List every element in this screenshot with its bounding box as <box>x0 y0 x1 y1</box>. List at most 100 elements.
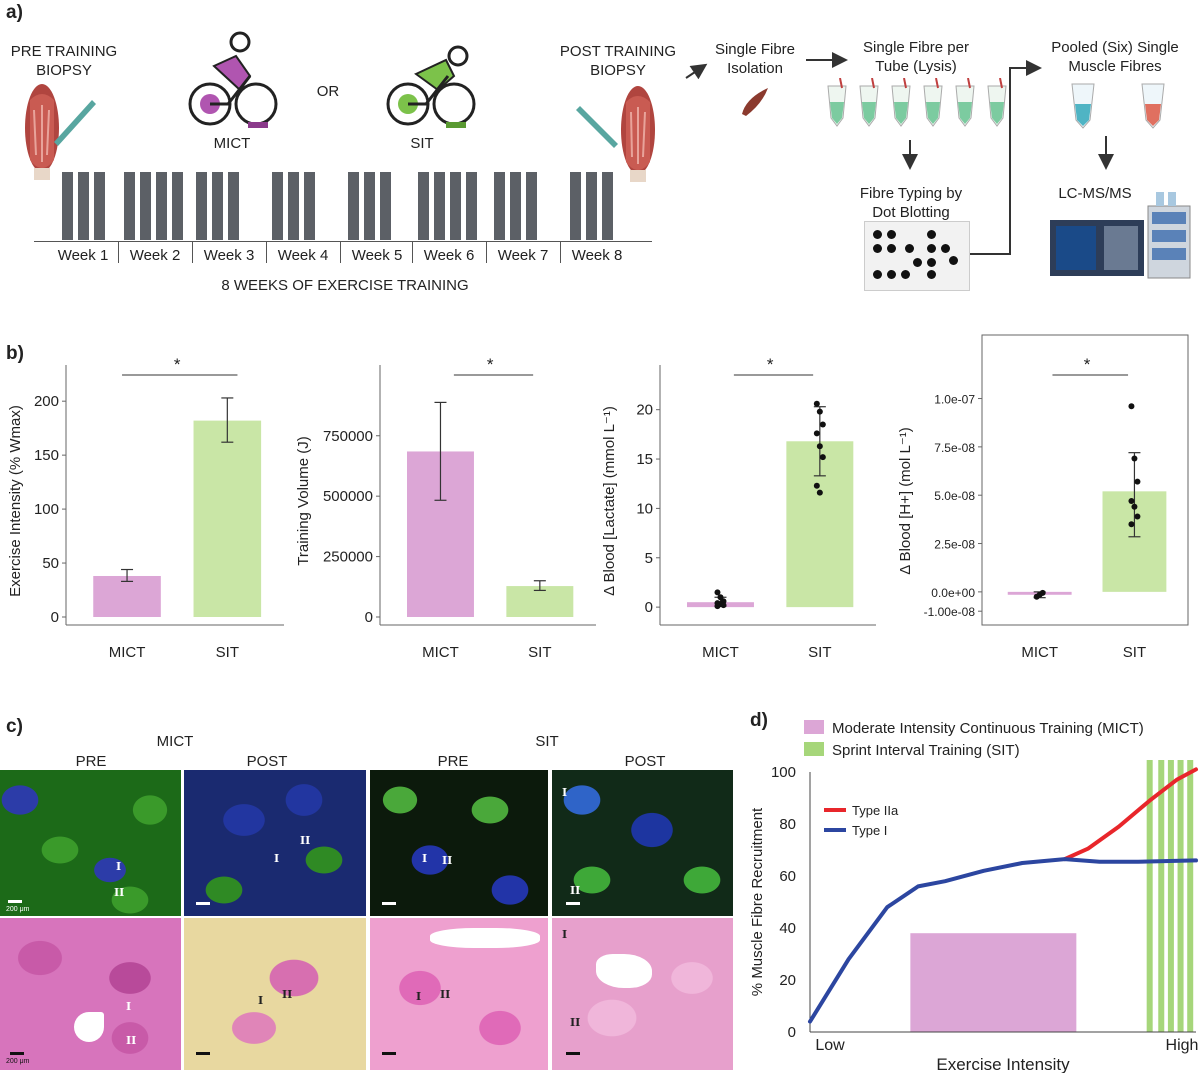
if-mict-pre: I II 200 μm <box>0 770 181 916</box>
data-point <box>813 482 820 489</box>
lysis-tube-icon <box>923 78 943 127</box>
y-tick-label: 100 <box>771 764 796 781</box>
sit-stripe <box>1187 760 1194 1032</box>
y-tick-label: 150 <box>34 447 59 464</box>
y-tick-label: 750000 <box>323 428 373 445</box>
x-tick-label: SIT <box>528 644 551 661</box>
training-session-bar <box>124 172 135 240</box>
training-session-bar <box>304 172 315 240</box>
data-point <box>1128 403 1135 410</box>
y-tick-label: 1.0e-07 <box>934 393 975 407</box>
y-tick-label: 0 <box>51 609 59 626</box>
tube-liquid <box>862 102 876 124</box>
training-session-bar <box>172 172 183 240</box>
dot-blot-spot <box>927 270 936 279</box>
sit-cyclist-icon <box>386 45 476 128</box>
tube-liquid <box>958 102 972 124</box>
panel-d-recruitment-chart: Moderate Intensity Continuous Training (… <box>749 720 1198 1073</box>
lysis-tube-icon <box>859 78 879 127</box>
pooled-tubes-icon <box>1071 83 1165 129</box>
scale-bar <box>10 1052 24 1055</box>
panel-b-label: b) <box>6 343 24 364</box>
fibre-strand <box>871 78 875 89</box>
fibre-type-one-label: I <box>562 786 568 799</box>
x-tick-label: SIT <box>808 644 831 661</box>
tube-liquid <box>894 102 908 124</box>
legend-mict-label: Moderate Intensity Continuous Training (… <box>832 720 1144 737</box>
fibre-type-two-label: II <box>300 834 311 847</box>
training-session-bar <box>272 172 283 240</box>
legend-series-label: Type IIa <box>852 803 899 818</box>
bar-sit <box>193 420 262 617</box>
x-tick-label: MICT <box>1021 644 1058 661</box>
training-session-bar <box>348 172 359 240</box>
single-fibre-icon <box>742 88 768 116</box>
scale-text: 200 μm <box>6 1058 30 1065</box>
bar-sit <box>506 586 574 617</box>
data-point <box>1131 503 1138 510</box>
scale-bar <box>382 902 396 905</box>
data-point <box>813 430 820 437</box>
training-session-bar <box>494 172 505 240</box>
tube-liquid <box>830 102 844 124</box>
training-session-bar <box>140 172 151 240</box>
bar-chart-2: 0 250000 500000 750000 Training Volume (J) MI… <box>295 355 596 661</box>
scale-bar <box>566 1052 580 1055</box>
dot-blot-spot <box>927 258 936 267</box>
x-tick-label: MICT <box>702 644 739 661</box>
y-axis-label: % Muscle Fibre Recruitment <box>749 807 766 996</box>
x-tick-label: SIT <box>216 644 239 661</box>
training-session-bar <box>466 172 477 240</box>
significance-star: * <box>767 355 774 374</box>
training-session-bar <box>196 172 207 240</box>
legend-series-label: Type I <box>852 823 887 838</box>
training-session-bar <box>418 172 429 240</box>
sit-label: SIT <box>410 135 434 152</box>
fibre-type-one-label: I <box>422 852 428 865</box>
dot-blot-image <box>864 221 970 291</box>
bar-chart-4: -1.00e-08 0.0e+00 2.5e-08 5.0e-08 7.5e-08 1.0… <box>897 334 1189 661</box>
panel-c-label: c) <box>6 716 23 737</box>
data-point <box>714 603 721 610</box>
y-tick-label: 200 <box>34 393 59 410</box>
training-session-bar <box>212 172 223 240</box>
dot-blot-spot <box>887 230 896 239</box>
week-label: Week 4 <box>277 247 329 264</box>
chart-frame <box>981 334 1189 626</box>
bar-chart-3: 0 5 10 15 20 Δ Blood [Lactate] (mmol L⁻¹) MICT… <box>601 355 876 661</box>
week-divider <box>340 241 341 263</box>
sit-stripe <box>1146 760 1153 1032</box>
dot-blot-spot <box>905 244 914 253</box>
lysis-tube-icon <box>891 78 911 127</box>
sit-stripe <box>1158 760 1165 1032</box>
training-session-bar <box>62 172 73 240</box>
pooled-fibres-label: Pooled (Six) Single Muscle Fibres <box>1051 39 1179 75</box>
dot-blot-spot <box>873 270 882 279</box>
lysis-tube-icon <box>955 78 975 127</box>
scale-text: 200 μm <box>6 906 30 913</box>
y-tick-label: 7.5e-08 <box>934 441 975 455</box>
y-tick-label: 10 <box>636 500 653 517</box>
week-label: Week 8 <box>571 247 623 264</box>
lcms-label: LC-MS/MS <box>1058 185 1132 202</box>
week-divider <box>412 241 413 263</box>
fibre-type-two-label: II <box>570 884 581 897</box>
scale-bar <box>196 1052 210 1055</box>
dot-blot-spot <box>887 270 896 279</box>
y-tick-label: 0.0e+00 <box>931 586 975 600</box>
fibre-type-two-label: II <box>282 988 293 1001</box>
x-tick-label-low: Low <box>815 1037 845 1054</box>
fibre-strand <box>999 78 1003 89</box>
tube-liquid <box>990 102 1004 124</box>
y-tick-label: 0 <box>365 609 373 626</box>
fibre-type-two-label: II <box>440 988 451 1001</box>
fibre-type-one-label: I <box>258 994 264 1007</box>
week-divider <box>192 241 193 263</box>
training-session-bar <box>450 172 461 240</box>
fibre-type-one-label: I <box>126 1000 132 1013</box>
data-point <box>816 489 823 496</box>
week-divider <box>560 241 561 263</box>
week-label: Week 3 <box>203 247 255 264</box>
fibre-strand <box>903 78 907 89</box>
